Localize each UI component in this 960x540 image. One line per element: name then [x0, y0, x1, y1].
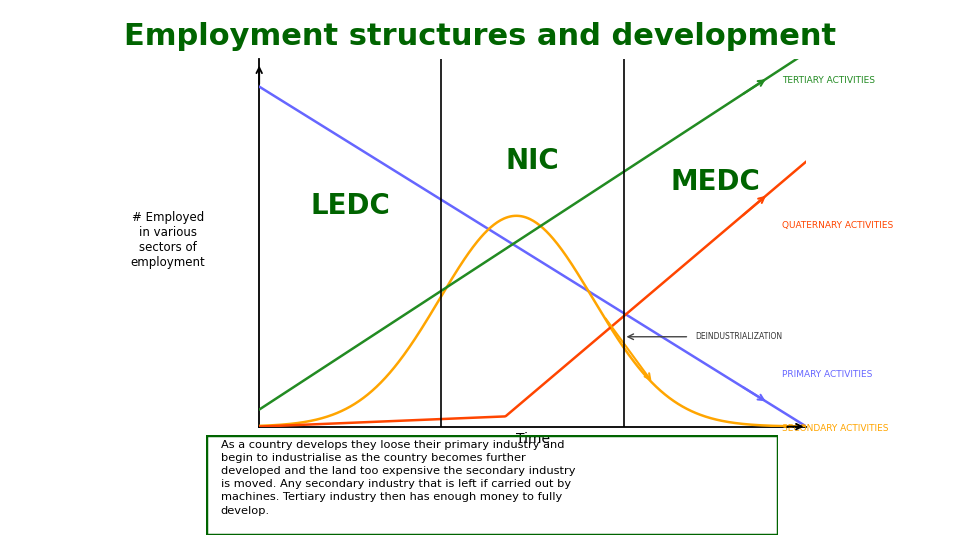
Text: # Employed
in various
sectors of
employment: # Employed in various sectors of employm…	[131, 211, 205, 269]
Text: As a country develops they loose their primary industry and
begin to industriali: As a country develops they loose their p…	[221, 440, 575, 516]
X-axis label: Time: Time	[516, 432, 550, 446]
Text: MEDC: MEDC	[670, 168, 760, 196]
Text: DEINDUSTRIALIZATION: DEINDUSTRIALIZATION	[695, 332, 781, 341]
Text: PRIMARY ACTIVITIES: PRIMARY ACTIVITIES	[781, 370, 872, 379]
Text: NIC: NIC	[506, 147, 560, 176]
Text: SECONDARY ACTIVITIES: SECONDARY ACTIVITIES	[781, 424, 888, 433]
Text: Employment structures and development: Employment structures and development	[124, 22, 836, 51]
Text: QUATERNARY ACTIVITIES: QUATERNARY ACTIVITIES	[781, 220, 893, 230]
Text: TERTIARY ACTIVITIES: TERTIARY ACTIVITIES	[781, 76, 875, 85]
Text: LEDC: LEDC	[310, 192, 391, 220]
